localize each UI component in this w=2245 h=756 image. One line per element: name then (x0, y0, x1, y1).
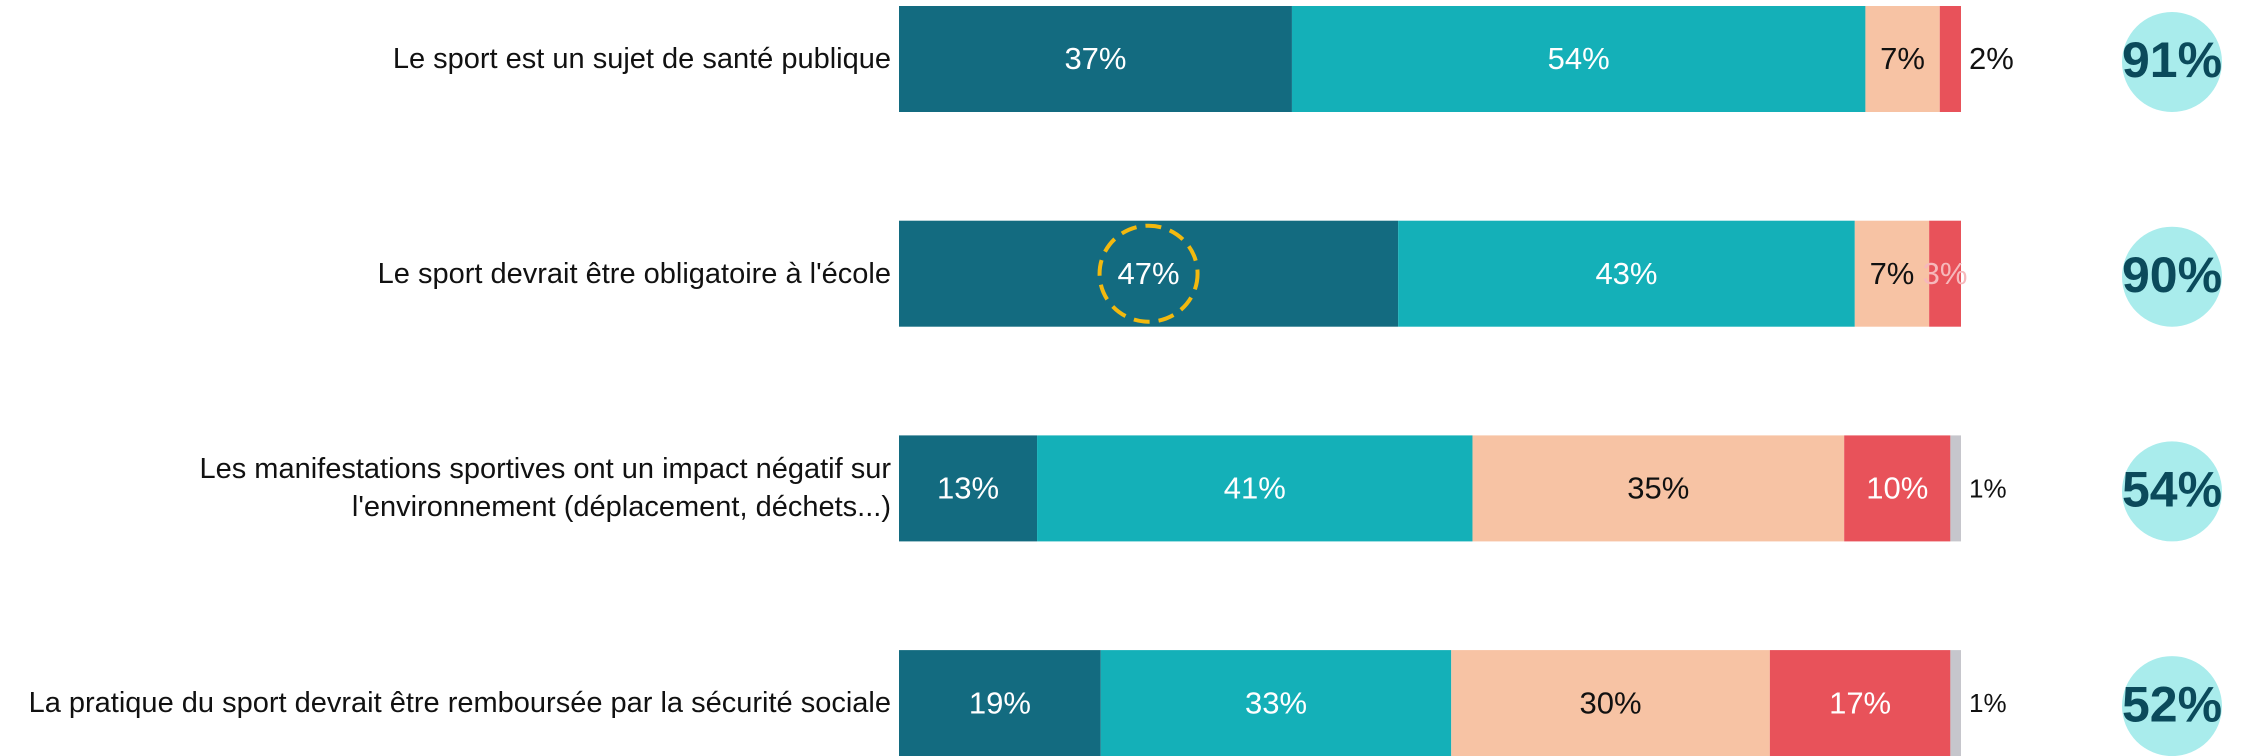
bar-segment (1398, 220, 1855, 327)
category-label: La pratique du sport devrait être rembou… (28, 687, 891, 720)
total-label: 91% (2122, 32, 2222, 88)
highlight-circle (1097, 223, 1200, 324)
category-label: Le sport devrait être obligatoire à l'éc… (377, 257, 891, 290)
bar-segment (1769, 650, 1951, 756)
bar-segment (1865, 6, 1940, 112)
value-label: 7% (1880, 41, 1925, 76)
total-circle (2122, 226, 2222, 327)
value-label: 54% (1548, 41, 1610, 76)
bar-segment (1844, 435, 1951, 542)
total-circle (2122, 441, 2222, 542)
bar-segment (1037, 435, 1473, 542)
category-label: Le sport est un sujet de santé publique (392, 43, 891, 75)
bar-segment (1854, 220, 1930, 327)
bar-segment (1939, 6, 1961, 112)
value-label: 37% (1064, 41, 1126, 76)
value-label: 13% (937, 471, 999, 506)
total-circle (2122, 656, 2222, 756)
bar-segment (899, 6, 1292, 112)
total-label: 52% (2122, 676, 2222, 732)
bar-segment (1929, 220, 1961, 327)
category-label: Les manifestations sportives ont un impa… (199, 453, 891, 524)
bar-segment (899, 435, 1038, 542)
value-label: 43% (1595, 256, 1657, 291)
bar-segment (1950, 435, 1961, 542)
value-label: 2% (1969, 41, 2014, 76)
value-label: 1% (1969, 688, 2007, 718)
bar-segment (1472, 435, 1845, 542)
value-label: 10% (1866, 471, 1928, 506)
total-circle (2122, 12, 2222, 112)
bar-segment (1451, 650, 1770, 756)
value-label: 35% (1627, 471, 1689, 506)
value-label: 19% (969, 685, 1031, 720)
bar-segment (899, 650, 1101, 756)
total-label: 54% (2122, 462, 2222, 518)
value-label: 17% (1829, 685, 1891, 720)
value-label: 3% (1923, 256, 1968, 291)
bar-segment (1950, 650, 1961, 756)
value-label: 1% (1969, 473, 2007, 503)
bar-segment (1100, 650, 1452, 756)
value-label: 30% (1580, 685, 1642, 720)
bar-segment (1291, 6, 1866, 112)
value-label: 7% (1870, 256, 1915, 291)
bar-segment (899, 220, 1399, 327)
total-label: 90% (2122, 247, 2222, 303)
value-label: 41% (1224, 471, 1286, 506)
value-label: 33% (1245, 685, 1307, 720)
value-label: 47% (1118, 256, 1180, 291)
